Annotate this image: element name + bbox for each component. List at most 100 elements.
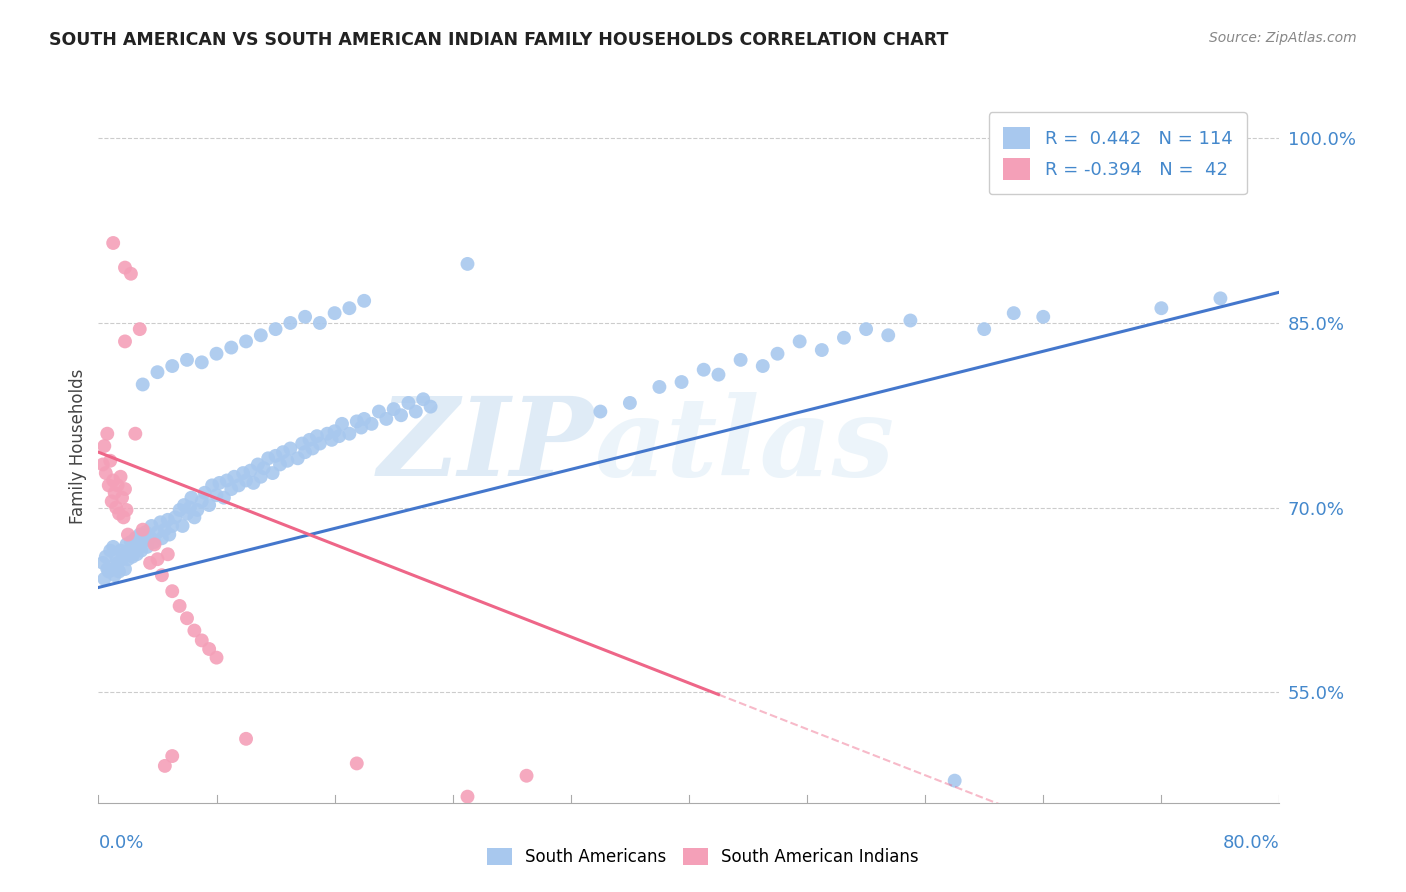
Point	[693, 362, 716, 376]
Point	[114, 562, 136, 576]
Point	[221, 341, 243, 355]
Point	[250, 328, 273, 343]
Point	[900, 313, 922, 327]
Point	[339, 301, 361, 316]
Point	[280, 316, 302, 330]
Point	[143, 535, 166, 549]
Point	[353, 293, 375, 308]
Point	[350, 420, 373, 434]
Point	[346, 756, 368, 771]
Point	[120, 535, 142, 549]
Point	[96, 426, 118, 441]
Point	[191, 494, 214, 508]
Point	[1209, 144, 1232, 158]
Point	[323, 306, 346, 320]
Point	[91, 556, 114, 570]
Point	[143, 537, 166, 551]
Point	[150, 568, 173, 582]
Point	[162, 359, 183, 373]
Point	[150, 531, 173, 545]
Point	[294, 310, 316, 324]
Point	[128, 322, 150, 336]
Point	[153, 523, 176, 537]
Point	[264, 449, 287, 463]
Point	[328, 429, 350, 443]
Point	[146, 552, 169, 566]
Point	[94, 466, 117, 480]
Point	[176, 611, 198, 625]
Point	[360, 417, 382, 431]
Point	[235, 474, 257, 488]
Point	[316, 426, 339, 441]
Point	[156, 547, 179, 561]
Point	[108, 507, 131, 521]
Point	[169, 503, 191, 517]
Point	[141, 519, 163, 533]
Point	[183, 624, 205, 638]
Point	[91, 458, 114, 472]
Point	[96, 562, 118, 576]
Point	[1002, 306, 1025, 320]
Point	[589, 404, 612, 418]
Point	[180, 491, 202, 505]
Point	[353, 412, 375, 426]
Point	[139, 530, 162, 544]
Point	[118, 543, 141, 558]
Point	[242, 475, 264, 490]
Point	[1091, 146, 1114, 161]
Point	[405, 404, 427, 418]
Point	[98, 543, 121, 558]
Point	[179, 500, 201, 515]
Point	[276, 454, 298, 468]
Point	[339, 426, 361, 441]
Point	[98, 454, 121, 468]
Point	[766, 347, 789, 361]
Point	[111, 552, 134, 566]
Text: atlas: atlas	[595, 392, 894, 500]
Text: 0.0%: 0.0%	[98, 834, 143, 852]
Point	[107, 478, 129, 492]
Point	[165, 510, 187, 524]
Point	[186, 503, 208, 517]
Point	[107, 556, 129, 570]
Legend: R =  0.442   N = 114, R = -0.394   N =  42: R = 0.442 N = 114, R = -0.394 N = 42	[988, 112, 1247, 194]
Point	[250, 469, 273, 483]
Y-axis label: Family Households: Family Households	[69, 368, 87, 524]
Point	[117, 527, 139, 541]
Point	[205, 488, 228, 502]
Point	[194, 485, 217, 500]
Point	[103, 474, 125, 488]
Point	[264, 322, 287, 336]
Point	[114, 260, 136, 275]
Point	[176, 507, 198, 521]
Point	[619, 396, 641, 410]
Point	[97, 565, 120, 579]
Point	[301, 442, 323, 456]
Point	[235, 731, 257, 746]
Point	[1032, 310, 1054, 324]
Text: SOUTH AMERICAN VS SOUTH AMERICAN INDIAN FAMILY HOUSEHOLDS CORRELATION CHART: SOUTH AMERICAN VS SOUTH AMERICAN INDIAN …	[49, 31, 949, 49]
Point	[346, 414, 368, 428]
Point	[173, 498, 195, 512]
Point	[271, 445, 294, 459]
Point	[157, 527, 180, 541]
Point	[120, 267, 142, 281]
Point	[105, 500, 128, 515]
Text: Source: ZipAtlas.com: Source: ZipAtlas.com	[1209, 31, 1357, 45]
Point	[398, 396, 420, 410]
Point	[146, 525, 169, 540]
Point	[262, 466, 284, 480]
Point	[111, 491, 134, 505]
Point	[419, 400, 441, 414]
Point	[172, 519, 194, 533]
Point	[389, 409, 412, 423]
Point	[368, 404, 391, 418]
Point	[176, 352, 198, 367]
Point	[132, 377, 155, 392]
Point	[707, 368, 730, 382]
Point	[110, 469, 132, 483]
Point	[208, 475, 231, 490]
Point	[183, 510, 205, 524]
Point	[97, 478, 120, 492]
Point	[162, 519, 183, 533]
